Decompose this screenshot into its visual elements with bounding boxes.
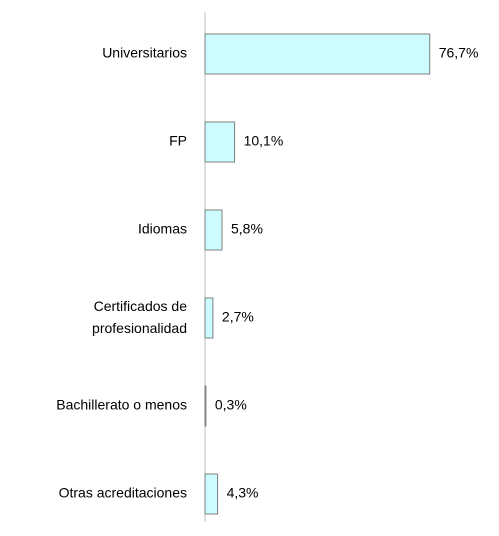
bar <box>204 473 219 515</box>
bar <box>204 297 214 339</box>
category-label: Idiomas <box>138 221 187 237</box>
value-label: 5,8% <box>231 221 263 237</box>
value-label: 76,7% <box>439 45 479 61</box>
value-label: 0,3% <box>215 397 247 413</box>
value-label: 10,1% <box>244 133 284 149</box>
category-label: Certificados de profesionalidad <box>92 298 187 336</box>
category-label: Otras acreditaciones <box>59 485 187 501</box>
value-label: 2,7% <box>222 309 254 325</box>
bar <box>204 385 207 427</box>
category-label: Universitarios <box>102 45 187 61</box>
value-label: 4,3% <box>227 485 259 501</box>
category-label: Bachillerato o menos <box>56 397 187 413</box>
bar <box>204 33 431 75</box>
bar <box>204 209 223 251</box>
bar <box>204 121 236 163</box>
category-label: FP <box>169 133 187 149</box>
